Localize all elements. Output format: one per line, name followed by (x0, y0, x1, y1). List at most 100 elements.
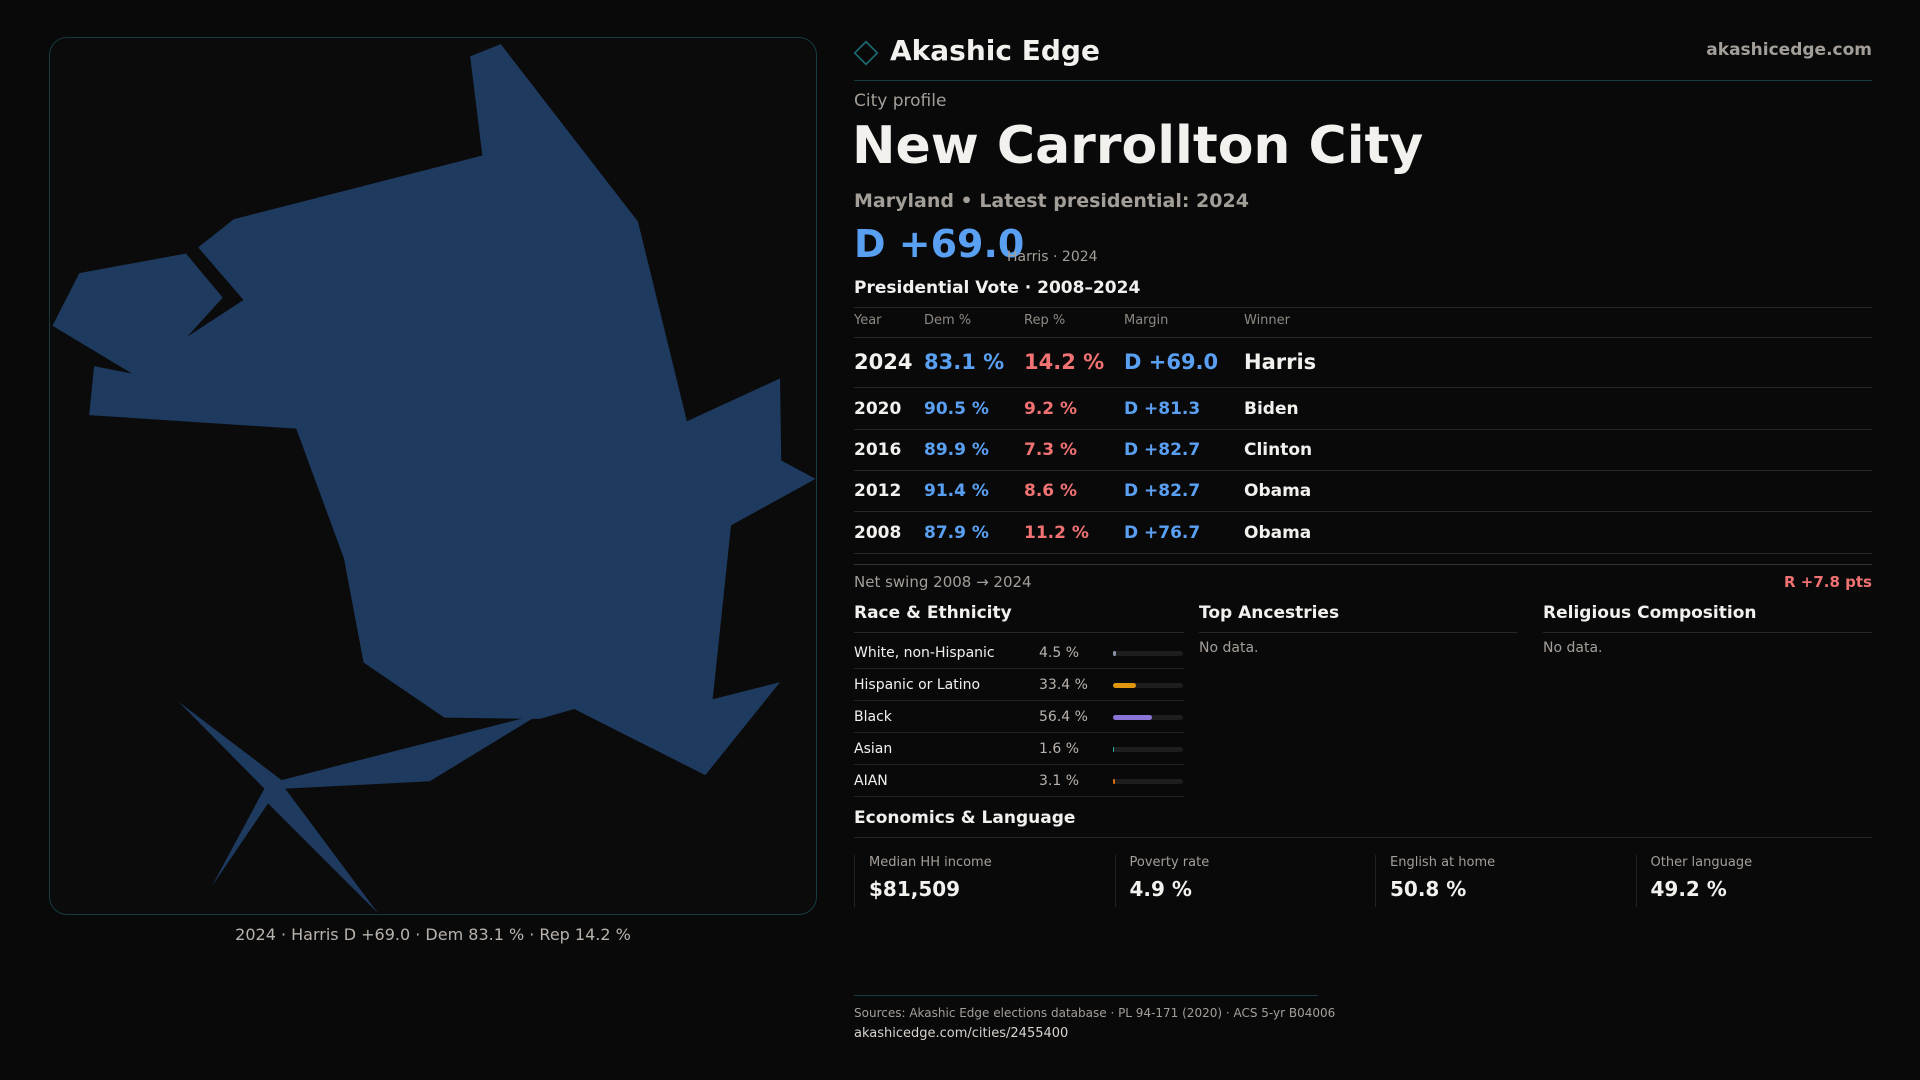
econ-value: 4.9 % (1129, 877, 1192, 901)
vote-rep: 9.2 % (1024, 398, 1078, 419)
race-row: Black 56.4 % (854, 701, 1184, 733)
col-dem: Dem % (924, 313, 972, 328)
race-pct: 3.1 % (1039, 773, 1080, 789)
city-boundary-arm (178, 701, 540, 914)
vote-winner: Biden (1244, 398, 1299, 419)
headline-margin: D +69.0 (854, 222, 1025, 266)
race-bar-fill (1113, 683, 1137, 688)
vote-margin: D +82.7 (1124, 440, 1201, 461)
race-label: White, non-Hispanic (854, 645, 995, 661)
vote-margin: D +69.0 (1124, 350, 1219, 375)
vote-year: 2024 (854, 350, 913, 375)
vote-row: 2008 87.9 % 11.2 % D +76.7 Obama (854, 512, 1872, 554)
econ-label: Median HH income (869, 855, 992, 870)
vote-rep: 8.6 % (1024, 481, 1078, 502)
page-kicker: City profile (854, 91, 947, 111)
votes-header-row: Year Dem % Rep % Margin Winner (854, 313, 1872, 338)
headline-margin-note: Harris · 2024 (1007, 249, 1098, 265)
vote-dem: 83.1 % (924, 350, 1005, 375)
vote-row: 2012 91.4 % 8.6 % D +82.7 Obama (854, 471, 1872, 512)
race-bar-track (1113, 715, 1183, 720)
race-row: Asian 1.6 % (854, 733, 1184, 765)
race-label: AIAN (854, 773, 888, 789)
econ-label: English at home (1390, 855, 1496, 870)
race-label: Hispanic or Latino (854, 677, 981, 693)
divider (854, 632, 1184, 633)
econ-value: 50.8 % (1390, 877, 1467, 901)
race-bar-fill (1113, 715, 1153, 720)
vote-year: 2012 (854, 481, 902, 502)
swing-value: R +7.8 pts (1784, 573, 1872, 591)
votes-title: Presidential Vote · 2008–2024 (854, 278, 1141, 298)
vote-rep: 11.2 % (1024, 522, 1089, 543)
divider (854, 837, 1872, 838)
vote-row: 2016 89.9 % 7.3 % D +82.7 Clinton (854, 430, 1872, 471)
religion-empty: No data. (1543, 640, 1603, 656)
footer-divider (854, 995, 1318, 996)
vote-row: 2020 90.5 % 9.2 % D +81.3 Biden (854, 388, 1872, 430)
city-map (49, 37, 817, 915)
page-title: New Carrollton City (852, 116, 1424, 176)
divider (854, 564, 1872, 565)
map-caption: 2024 · Harris D +69.0 · Dem 83.1 % · Rep… (235, 925, 631, 944)
site-link[interactable]: akashicedge.com (1706, 40, 1872, 60)
vote-margin: D +82.7 (1124, 481, 1201, 502)
divider (854, 307, 1872, 308)
race-row: AIAN 3.1 % (854, 765, 1184, 797)
race-pct: 4.5 % (1039, 645, 1080, 661)
logo-diamond-icon (853, 40, 879, 66)
vote-margin: D +76.7 (1124, 522, 1201, 543)
econ-stat: Poverty rate 4.9 % (1114, 855, 1375, 907)
vote-rep: 7.3 % (1024, 440, 1078, 461)
vote-dem: 89.9 % (924, 440, 989, 461)
race-pct: 56.4 % (1039, 709, 1088, 725)
footer-sources: Sources: Akashic Edge elections database… (854, 1006, 1336, 1020)
econ-label: Poverty rate (1129, 855, 1210, 870)
race-bar-track (1113, 651, 1183, 656)
vote-margin: D +81.3 (1124, 398, 1201, 419)
vote-year: 2016 (854, 440, 902, 461)
race-bar-fill (1113, 779, 1116, 784)
vote-winner: Obama (1244, 522, 1312, 543)
vote-rep: 14.2 % (1024, 350, 1105, 375)
ancestries-title: Top Ancestries (1199, 603, 1340, 623)
vote-year: 2008 (854, 522, 902, 543)
brand-name[interactable]: Akashic Edge (890, 34, 1100, 67)
econ-value: $81,509 (869, 877, 961, 901)
race-bar-fill (1113, 651, 1117, 656)
race-row: White, non-Hispanic 4.5 % (854, 637, 1184, 669)
race-bar-fill (1113, 747, 1115, 752)
race-bar-track (1113, 779, 1183, 784)
divider (1199, 632, 1517, 633)
race-title: Race & Ethnicity (854, 603, 1012, 623)
vote-winner: Obama (1244, 481, 1312, 502)
econ-label: Other language (1650, 855, 1753, 870)
econ-value: 49.2 % (1650, 877, 1727, 901)
vote-dem: 90.5 % (924, 398, 989, 419)
economics-title: Economics & Language (854, 808, 1076, 828)
col-winner: Winner (1244, 313, 1291, 328)
vote-year: 2020 (854, 398, 902, 419)
col-rep: Rep % (1024, 313, 1066, 328)
race-label: Black (854, 709, 892, 725)
swing-label: Net swing 2008 → 2024 (854, 573, 1032, 591)
econ-stat: English at home 50.8 % (1375, 855, 1635, 907)
ancestries-empty: No data. (1199, 640, 1259, 656)
col-margin: Margin (1124, 313, 1169, 328)
vote-row: 2024 83.1 % 14.2 % D +69.0 Harris (854, 338, 1872, 388)
religion-title: Religious Composition (1543, 603, 1757, 623)
city-boundary-map (52, 44, 816, 914)
race-bar-track (1113, 747, 1183, 752)
race-bar-track (1113, 683, 1183, 688)
footer-url[interactable]: akashicedge.com/cities/2455400 (854, 1026, 1069, 1041)
page-subtitle: Maryland • Latest presidential: 2024 (854, 190, 1249, 212)
vote-dem: 87.9 % (924, 522, 989, 543)
vote-winner: Clinton (1244, 440, 1313, 461)
race-row: Hispanic or Latino 33.4 % (854, 669, 1184, 701)
race-label: Asian (854, 741, 893, 757)
race-pct: 1.6 % (1039, 741, 1080, 757)
vote-dem: 91.4 % (924, 481, 989, 502)
econ-stat: Median HH income $81,509 (854, 855, 1114, 907)
vote-winner: Harris (1244, 350, 1317, 375)
city-boundary-shape (52, 44, 816, 776)
